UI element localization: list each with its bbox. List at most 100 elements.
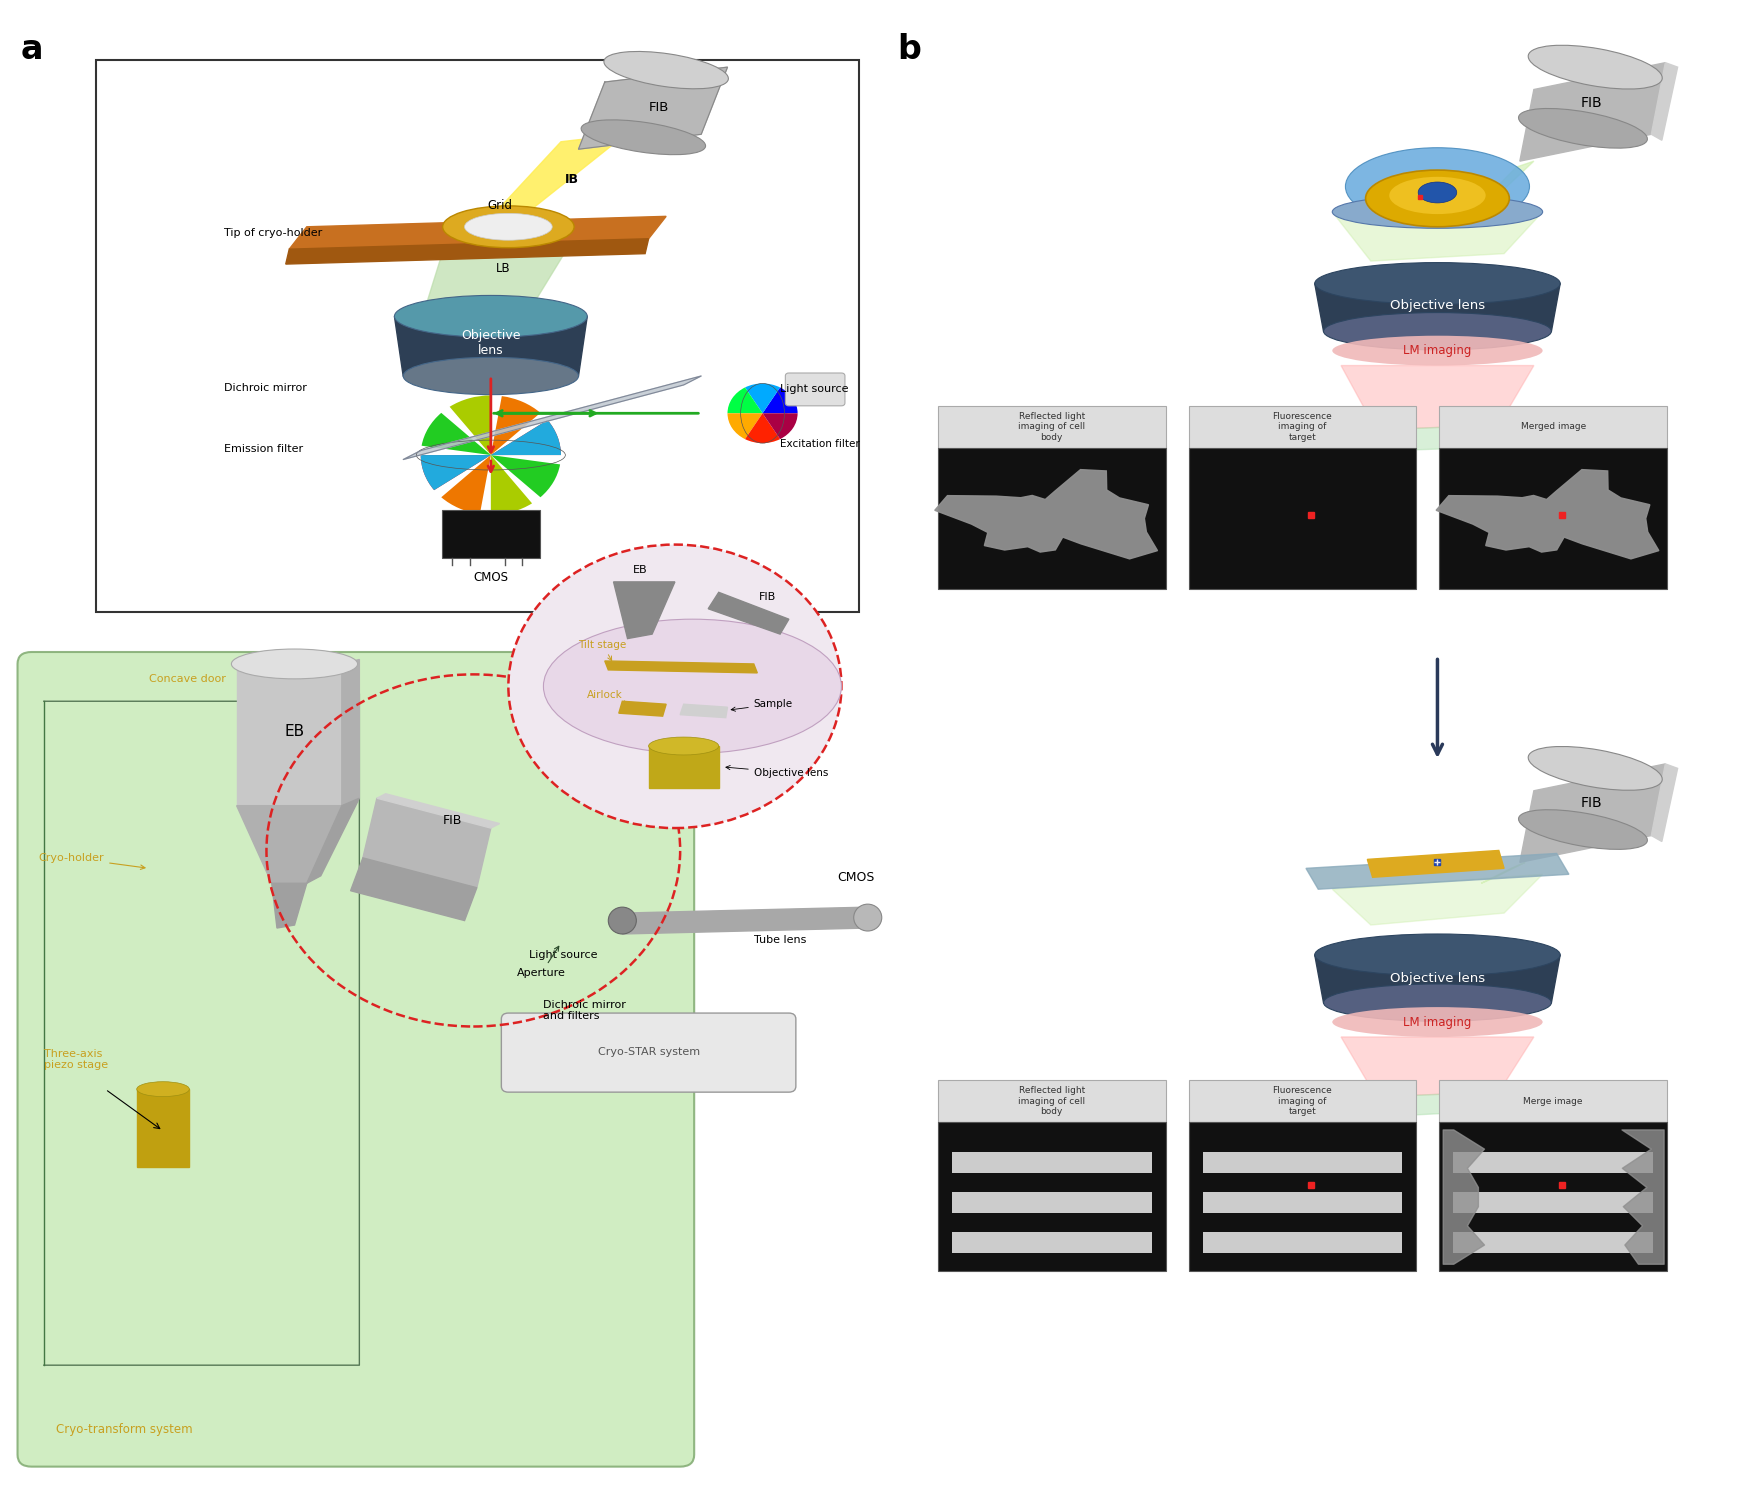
Polygon shape (1315, 283, 1560, 331)
Bar (1189, 1122, 1416, 1271)
Wedge shape (745, 383, 780, 413)
Bar (1189, 406, 1416, 448)
Wedge shape (442, 455, 491, 515)
Polygon shape (351, 858, 477, 921)
Text: Grid: Grid (487, 200, 512, 212)
Text: a: a (21, 33, 44, 66)
Bar (1439, 448, 1667, 589)
Text: FIB: FIB (759, 592, 777, 601)
Bar (1439, 1080, 1667, 1122)
Text: Tip of cryo-holder: Tip of cryo-holder (224, 228, 323, 237)
Wedge shape (491, 419, 561, 455)
Wedge shape (491, 419, 561, 455)
Text: Light source: Light source (780, 385, 848, 394)
Ellipse shape (1529, 45, 1662, 90)
Bar (1203, 1232, 1402, 1253)
Polygon shape (708, 592, 789, 634)
Polygon shape (403, 376, 701, 460)
Ellipse shape (603, 51, 729, 90)
Polygon shape (286, 239, 649, 264)
Ellipse shape (1315, 263, 1560, 304)
Polygon shape (421, 245, 570, 322)
Wedge shape (421, 413, 491, 455)
Bar (1453, 1152, 1653, 1173)
FancyBboxPatch shape (785, 373, 845, 406)
Bar (938, 406, 1166, 448)
Polygon shape (1367, 850, 1504, 877)
Bar (1453, 1192, 1653, 1213)
Text: IB: IB (564, 173, 578, 185)
Polygon shape (272, 883, 307, 928)
Text: Fluorescence
imaging of
target: Fluorescence imaging of target (1273, 1086, 1332, 1116)
Wedge shape (491, 455, 561, 497)
Text: Reflected light
imaging of cell
body: Reflected light imaging of cell body (1018, 1086, 1085, 1116)
Ellipse shape (1518, 109, 1648, 148)
Text: Dichroic mirror
and filters: Dichroic mirror and filters (543, 1000, 626, 1021)
Bar (1189, 448, 1416, 589)
Polygon shape (377, 794, 500, 828)
Bar (1439, 1122, 1667, 1271)
Polygon shape (1520, 63, 1665, 161)
Text: Merge image: Merge image (1523, 1097, 1583, 1106)
Text: FIB: FIB (649, 101, 670, 113)
Text: Sample: Sample (731, 700, 792, 712)
FancyBboxPatch shape (501, 1013, 796, 1092)
Wedge shape (763, 388, 798, 413)
Ellipse shape (1315, 934, 1560, 976)
Text: Excitation filter: Excitation filter (780, 439, 859, 449)
Ellipse shape (1518, 810, 1648, 849)
Text: CMOS: CMOS (473, 571, 508, 585)
Polygon shape (934, 470, 1157, 560)
Ellipse shape (1388, 176, 1485, 215)
Polygon shape (1315, 955, 1560, 1003)
Polygon shape (1306, 853, 1569, 889)
Text: Cryo-STAR system: Cryo-STAR system (598, 1047, 699, 1056)
Ellipse shape (442, 206, 573, 248)
Polygon shape (289, 216, 666, 249)
Polygon shape (137, 1089, 189, 1167)
Polygon shape (394, 316, 587, 376)
Text: Objective lens: Objective lens (1390, 300, 1485, 312)
Text: Objective
lens: Objective lens (461, 330, 521, 357)
Text: Light source: Light source (529, 950, 598, 959)
Bar (1453, 1232, 1653, 1253)
Bar (1203, 1152, 1402, 1173)
Bar (952, 1232, 1152, 1253)
Bar (938, 1080, 1166, 1122)
Ellipse shape (1418, 182, 1457, 203)
Polygon shape (578, 67, 727, 149)
Polygon shape (1341, 366, 1534, 430)
Polygon shape (649, 746, 719, 788)
Text: Objective lens: Objective lens (1390, 973, 1485, 985)
Text: FIB: FIB (442, 815, 463, 827)
Text: Aperture: Aperture (517, 946, 566, 977)
Bar (1203, 1192, 1402, 1213)
Polygon shape (307, 798, 359, 883)
Ellipse shape (1366, 170, 1509, 227)
Ellipse shape (1332, 336, 1543, 366)
Bar (96, 60, 859, 612)
Text: Three-axis
piezo stage: Three-axis piezo stage (44, 1049, 109, 1070)
Ellipse shape (543, 619, 841, 753)
Polygon shape (614, 582, 675, 639)
Bar (442, 510, 540, 558)
Ellipse shape (231, 649, 358, 679)
Polygon shape (237, 664, 342, 806)
Polygon shape (1332, 874, 1543, 925)
Wedge shape (763, 413, 798, 439)
Ellipse shape (582, 119, 705, 155)
Ellipse shape (1345, 148, 1529, 225)
Polygon shape (1341, 1037, 1534, 1097)
Ellipse shape (1324, 312, 1551, 351)
Ellipse shape (1529, 746, 1662, 791)
Polygon shape (619, 701, 666, 716)
Ellipse shape (394, 295, 587, 337)
Ellipse shape (1324, 985, 1551, 1021)
Text: Cryo-holder: Cryo-holder (39, 853, 145, 870)
Text: Fluorescence
imaging of
target: Fluorescence imaging of target (1273, 412, 1332, 442)
Text: FIB: FIB (1581, 795, 1602, 810)
Text: Tube lens: Tube lens (754, 935, 806, 944)
Polygon shape (1473, 161, 1534, 212)
Ellipse shape (1332, 195, 1543, 228)
Text: Reflected light
imaging of cell
body: Reflected light imaging of cell body (1018, 412, 1085, 442)
